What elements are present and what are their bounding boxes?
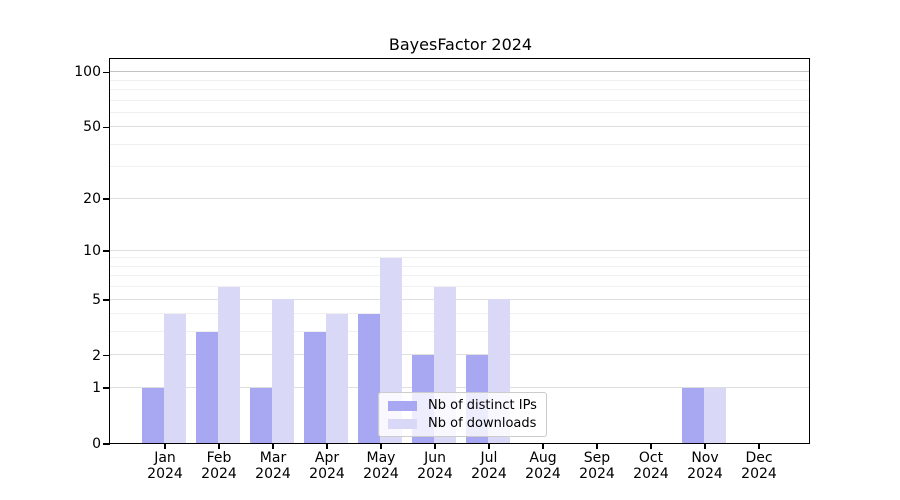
major-gridline-50 <box>110 126 809 127</box>
x-tick-label-nov: Nov2024 <box>677 450 733 482</box>
minor-gridline-90 <box>110 80 809 81</box>
x-tick-jan <box>164 444 166 449</box>
bar-apr-distinct-ips <box>304 332 326 444</box>
x-tick-feb <box>218 444 220 449</box>
x-tick-may <box>380 444 382 449</box>
x-tick-label-jun: Jun2024 <box>407 450 463 482</box>
x-tick-oct <box>650 444 652 449</box>
y-tick-10 <box>103 250 110 252</box>
minor-gridline-40 <box>110 144 809 145</box>
legend: Nb of distinct IPs Nb of downloads <box>378 392 547 437</box>
y-tick-5 <box>103 299 110 301</box>
minor-gridline-60 <box>110 112 809 113</box>
minor-gridline-70 <box>110 100 809 101</box>
minor-gridline-4 <box>110 313 809 314</box>
x-tick-mar <box>272 444 274 449</box>
distinct-ips-swatch-icon <box>388 401 417 411</box>
x-tick-jul <box>488 444 490 449</box>
y-tick-label-50: 50 <box>0 119 101 135</box>
bar-nov-distinct-ips <box>682 388 704 444</box>
y-tick-2 <box>103 355 110 357</box>
y-tick-label-20: 20 <box>0 191 101 207</box>
chart-title: BayesFactor 2024 <box>111 35 810 54</box>
y-tick-1 <box>103 387 110 389</box>
x-tick-jun <box>434 444 436 449</box>
y-tick-label-10: 10 <box>0 243 101 259</box>
legend-item-downloads: Nb of downloads <box>388 416 537 431</box>
y-tick-label-100: 100 <box>0 64 101 80</box>
x-tick-sep <box>596 444 598 449</box>
y-tick-50 <box>103 127 110 129</box>
minor-gridline-7 <box>110 275 809 276</box>
x-tick-label-oct: Oct2024 <box>623 450 679 482</box>
downloads-swatch-icon <box>388 419 417 429</box>
minor-gridline-80 <box>110 89 809 90</box>
x-tick-apr <box>326 444 328 449</box>
major-gridline-5 <box>110 299 809 300</box>
x-tick-label-mar: Mar2024 <box>245 450 301 482</box>
x-tick-aug <box>542 444 544 449</box>
minor-gridline-6 <box>110 286 809 287</box>
legend-label-downloads: Nb of downloads <box>428 416 536 431</box>
y-tick-label-5: 5 <box>0 292 101 308</box>
y-tick-label-1: 1 <box>0 380 101 396</box>
x-tick-label-may: May2024 <box>353 450 409 482</box>
bar-jan-distinct-ips <box>142 388 164 444</box>
bar-apr-downloads <box>326 314 348 444</box>
x-tick-label-dec: Dec2024 <box>731 450 787 482</box>
minor-gridline-8 <box>110 266 809 267</box>
x-tick-nov <box>704 444 706 449</box>
x-tick-label-aug: Aug2024 <box>515 450 571 482</box>
download-stats-chart: BayesFactor 2024 0 1 2 5 10 20 50 100 Jan2024Fe… <box>0 0 900 500</box>
bar-nov-downloads <box>704 388 726 444</box>
minor-gridline-9 <box>110 257 809 258</box>
bar-jan-downloads <box>164 314 186 444</box>
x-tick-label-apr: Apr2024 <box>299 450 355 482</box>
legend-item-distinct-ips: Nb of distinct IPs <box>388 398 537 413</box>
bar-feb-distinct-ips <box>196 332 218 444</box>
y-tick-label-0: 0 <box>0 436 101 452</box>
x-tick-label-sep: Sep2024 <box>569 450 625 482</box>
major-gridline-100 <box>110 71 809 72</box>
legend-label-distinct-ips: Nb of distinct IPs <box>428 398 537 413</box>
plot-area <box>109 58 810 444</box>
y-tick-label-2: 2 <box>0 348 101 364</box>
x-tick-label-jul: Jul2024 <box>461 450 517 482</box>
x-tick-label-jan: Jan2024 <box>137 450 193 482</box>
major-gridline-20 <box>110 198 809 199</box>
bar-mar-downloads <box>272 299 294 443</box>
major-gridline-10 <box>110 250 809 251</box>
x-tick-label-feb: Feb2024 <box>191 450 247 482</box>
minor-gridline-30 <box>110 166 809 167</box>
y-tick-100 <box>103 72 110 74</box>
y-tick-20 <box>103 198 110 200</box>
bar-mar-distinct-ips <box>250 388 272 444</box>
bar-feb-downloads <box>218 287 240 444</box>
y-tick-0 <box>103 443 110 445</box>
x-tick-dec <box>758 444 760 449</box>
